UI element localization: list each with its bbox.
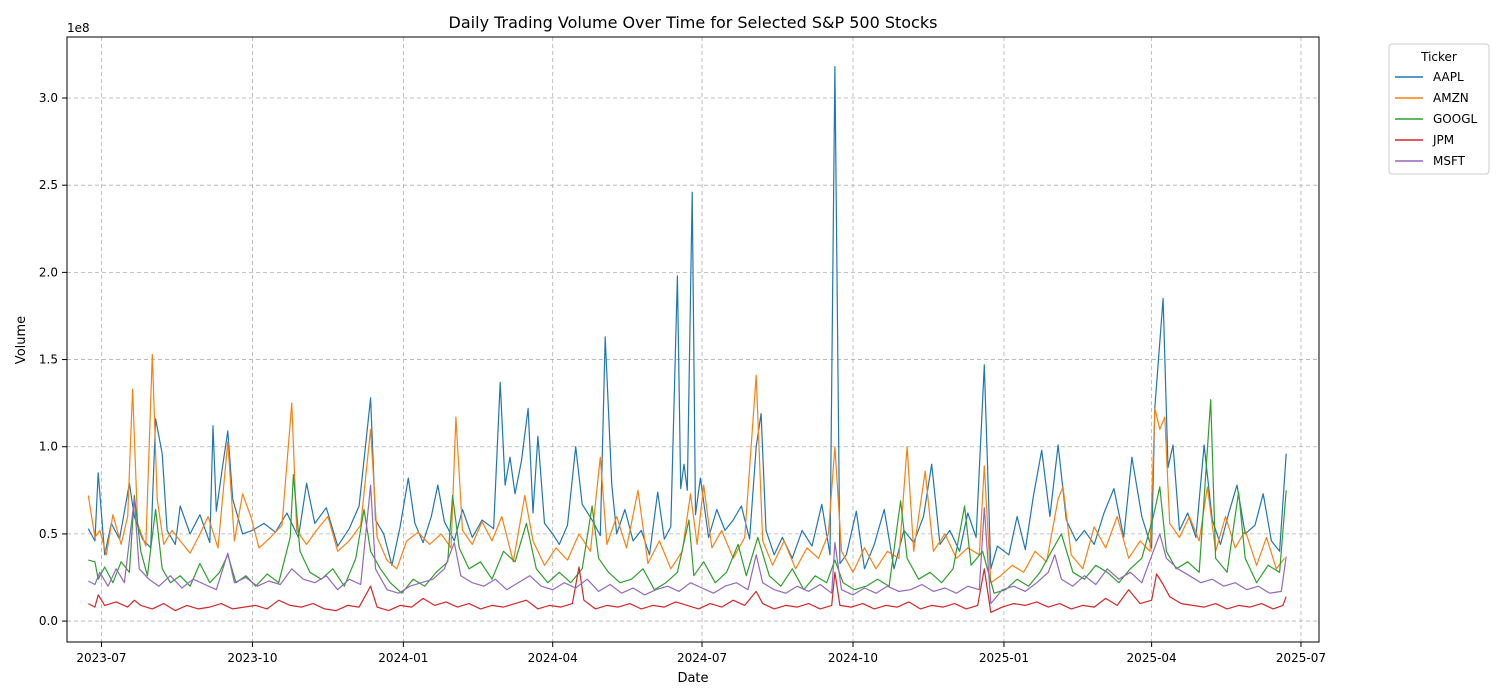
y-tick-label: 1.0 (39, 440, 58, 454)
y-offset-label: 1e8 (67, 21, 90, 35)
y-axis-label: Volume (14, 316, 29, 364)
x-axis: 2023-07 2023-10 2024-01 2024-04 2024-07 2024-… (76, 642, 1326, 665)
legend: Ticker AAPL AMZN GOOGL JPM MSFT (1388, 43, 1490, 175)
legend-label-msft: MSFT (1433, 154, 1466, 168)
legend-items: AAPL AMZN GOOGL JPM MSFT (1395, 70, 1477, 168)
x-tick-label: 2023-10 (227, 651, 277, 665)
series-line-googl (88, 399, 1287, 594)
legend-label-amzn: AMZN (1433, 91, 1469, 105)
y-tick-label: 2.5 (39, 178, 58, 192)
x-tick-label: 2025-04 (1127, 651, 1177, 665)
x-tick-label: 2024-07 (677, 651, 727, 665)
series-line-amzn (87, 353, 1285, 584)
x-axis-label: Date (677, 671, 708, 686)
series-line-msft (88, 484, 1287, 605)
y-tick-label: 2.0 (39, 265, 58, 279)
x-tick-label: 2024-04 (528, 651, 578, 665)
legend-label-googl: GOOGL (1433, 112, 1477, 126)
x-tick-label: 2024-10 (828, 651, 878, 665)
y-axis: 0.0 0.5 1.0 1.5 2.0 2.5 3.0 (39, 91, 67, 628)
x-tick-label: 2025-07 (1276, 651, 1326, 665)
x-tick-label: 2025-01 (979, 651, 1029, 665)
x-tick-label: 2023-07 (76, 651, 126, 665)
y-tick-label: 1.5 (39, 353, 58, 367)
legend-label-jpm: JPM (1432, 133, 1454, 147)
y-tick-label: 0.0 (39, 614, 58, 628)
series-line-aapl (87, 65, 1287, 570)
legend-title: Ticker (1420, 50, 1457, 64)
chart-title: Daily Trading Volume Over Time for Selec… (449, 13, 938, 32)
legend-label-aapl: AAPL (1433, 70, 1464, 84)
y-tick-label: 3.0 (39, 91, 58, 105)
plot-frame (66, 36, 1320, 643)
x-tick-label: 2024-01 (378, 651, 428, 665)
y-tick-label: 0.5 (39, 527, 58, 541)
series-line-jpm (88, 566, 1287, 614)
series-group (87, 65, 1287, 614)
